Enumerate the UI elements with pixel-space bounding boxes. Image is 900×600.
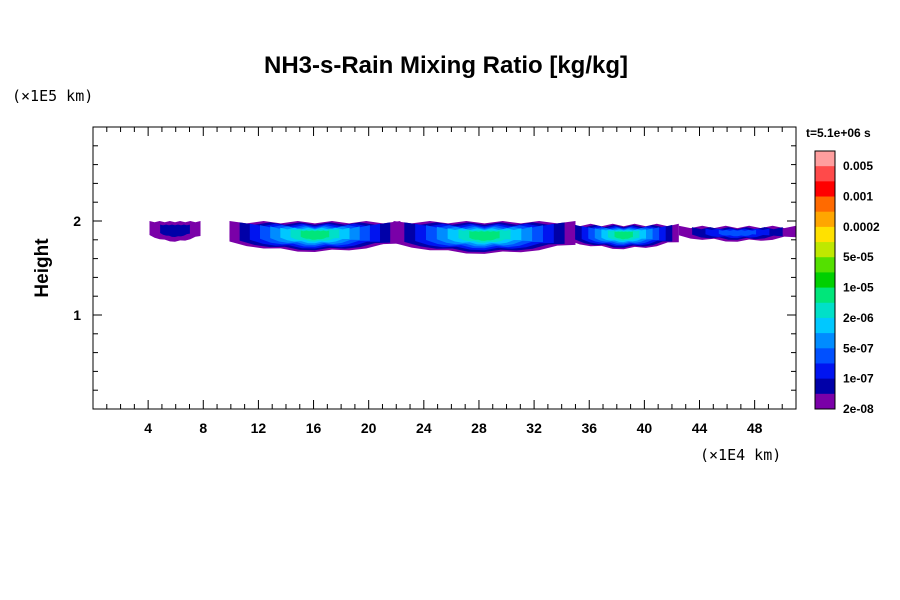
colorbar-swatch — [815, 272, 835, 288]
colorbar-label: 0.0002 — [843, 220, 880, 234]
x-tick-label: 12 — [251, 420, 267, 436]
colorbar-label: 2e-08 — [843, 402, 874, 416]
colorbar-swatch — [815, 151, 835, 167]
field-blob-x10-22 — [229, 221, 401, 252]
y-axis-label: Height — [32, 238, 53, 298]
x-tick-label: 8 — [199, 420, 207, 436]
colorbar-label: 1e-07 — [843, 372, 874, 386]
colorbar-swatch — [815, 333, 835, 349]
x-tick-label: 20 — [361, 420, 377, 436]
colorbar-label: 1e-05 — [843, 281, 874, 295]
contour-band — [469, 231, 500, 241]
x-tick-label: 40 — [637, 420, 653, 436]
field-blob-x4-7 — [149, 221, 201, 242]
x-tick-label: 28 — [471, 420, 487, 436]
contour-band — [718, 229, 757, 237]
y-tick-label: 2 — [73, 213, 81, 229]
plot-frame — [92, 126, 797, 410]
y-axis: 12 — [73, 145, 796, 391]
field-blob-x34-42 — [568, 223, 679, 250]
colorbar-swatch — [815, 166, 835, 182]
colorbar-swatch — [815, 196, 835, 213]
colorbar-swatch — [815, 363, 835, 380]
colorbar-swatch — [815, 348, 835, 364]
contour-band — [160, 224, 190, 237]
contour-band — [300, 230, 330, 240]
colorbar-swatch — [815, 287, 835, 304]
chart-title: NH3-s-Rain Mixing Ratio [kg/kg] — [264, 52, 628, 79]
field-blob-x42-51 — [678, 225, 796, 242]
colorbar-swatch — [815, 226, 835, 243]
x-tick-label: 4 — [144, 420, 152, 436]
colorbar-swatch — [815, 378, 835, 395]
y-unit-label: (×1E5 km) — [12, 87, 93, 105]
colorbar-label: 0.001 — [843, 190, 873, 204]
time-label: t=5.1e+06 s — [806, 126, 871, 140]
colorbar-swatch — [815, 317, 835, 334]
x-tick-label: 32 — [526, 420, 542, 436]
x-unit-label: (×1E4 km) — [700, 446, 781, 464]
x-tick-label: 24 — [416, 420, 432, 436]
colorbar-swatch — [815, 257, 835, 273]
colorbar-swatch — [815, 393, 835, 410]
colorbar-label: 2e-06 — [843, 311, 874, 325]
colorbar-label: 5e-05 — [843, 250, 874, 264]
x-tick-label: 16 — [306, 420, 322, 436]
y-tick-label: 1 — [73, 307, 81, 323]
colorbar-label: 0.005 — [843, 159, 873, 173]
field-layer — [149, 221, 796, 254]
colorbar-swatch — [815, 302, 835, 319]
colorbar-swatch — [815, 242, 835, 258]
colorbar: 0.005 0.001 0.0002 5e-05 1e-05 2e-06 5e-07 1e-0… — [814, 150, 880, 416]
field-blob-x21-35 — [393, 221, 576, 254]
colorbar-swatch — [815, 211, 835, 228]
x-tick-label: 44 — [692, 420, 708, 436]
x-tick-label: 48 — [747, 420, 763, 436]
colorbar-frame — [814, 150, 836, 410]
x-tick-label: 36 — [581, 420, 597, 436]
contour-band — [614, 231, 633, 240]
colorbar-label: 5e-07 — [843, 341, 874, 355]
x-axis: 4 8 12 16 20 24 28 32 36 40 44 48 — [106, 127, 783, 436]
colorbar-swatch — [815, 181, 835, 197]
